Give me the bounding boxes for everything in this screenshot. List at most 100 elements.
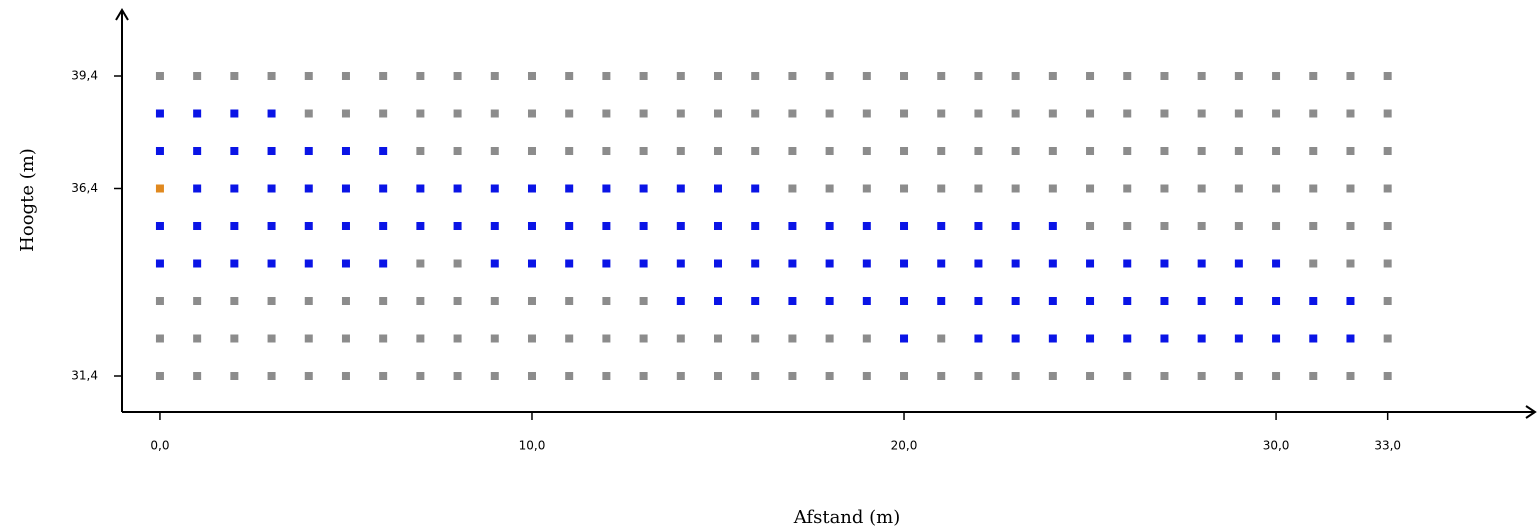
grid-point (937, 184, 946, 193)
grid-point (1383, 334, 1392, 343)
grid-point (527, 109, 536, 118)
grid-point (1197, 334, 1206, 343)
grid-point (379, 147, 388, 155)
grid-point (267, 222, 276, 230)
grid-point (974, 334, 983, 343)
grid-point (1234, 297, 1243, 305)
grid-point (453, 297, 462, 305)
grid-point (1048, 259, 1057, 268)
grid-point (862, 372, 871, 380)
grid-point (565, 72, 574, 80)
grid-point (230, 109, 239, 118)
grid-point (900, 297, 909, 305)
grid-point (974, 372, 983, 380)
grid-point (1234, 109, 1243, 118)
grid-point (1048, 147, 1057, 155)
grid-point (1234, 222, 1243, 230)
grid-point (490, 72, 499, 80)
grid-point (1346, 372, 1355, 380)
grid-point (639, 222, 648, 230)
grid-point (714, 334, 723, 343)
grid-point (751, 372, 760, 380)
x-axis (122, 405, 1537, 419)
grid-point (379, 184, 388, 193)
grid-point (341, 147, 350, 155)
grid-point (751, 334, 760, 343)
grid-point (937, 372, 946, 380)
grid-point (1346, 72, 1355, 80)
grid-point (155, 109, 164, 118)
grid-point (565, 372, 574, 380)
grid-point (602, 147, 611, 155)
grid-point (751, 109, 760, 118)
grid-point (230, 372, 239, 380)
grid-point (1011, 72, 1020, 80)
grid-point (1160, 334, 1169, 343)
grid-point (1309, 334, 1318, 343)
grid-point (1086, 109, 1095, 118)
grid-point (341, 72, 350, 80)
grid-point (1272, 297, 1281, 305)
grid-point (1234, 184, 1243, 193)
grid-point (1123, 222, 1132, 230)
grid-point (453, 109, 462, 118)
grid-point (230, 222, 239, 230)
grid-point (714, 259, 723, 268)
grid-point (416, 334, 425, 343)
grid-point (974, 147, 983, 155)
grid-point (714, 147, 723, 155)
grid-point (527, 147, 536, 155)
y-tick-label: 31,4 (71, 369, 98, 383)
grid-point (714, 184, 723, 193)
grid-point (490, 147, 499, 155)
grid-point (1011, 334, 1020, 343)
grid-point (1011, 222, 1020, 230)
grid-point (1011, 147, 1020, 155)
grid-point (416, 184, 425, 193)
x-tick-label: 20,0 (891, 439, 918, 453)
y-tick-label: 39,4 (71, 69, 98, 83)
grid-point (155, 297, 164, 305)
grid-point (751, 222, 760, 230)
grid-point (490, 259, 499, 268)
grid-point (788, 109, 797, 118)
x-axis-label: Afstand (m) (793, 507, 901, 528)
grid-point (1160, 109, 1169, 118)
grid-point (676, 147, 685, 155)
grid-point (1234, 334, 1243, 343)
grid-point (602, 334, 611, 343)
grid-point (1197, 72, 1206, 80)
grid-point (974, 259, 983, 268)
grid-point (862, 147, 871, 155)
grid-point (639, 334, 648, 343)
grid-point (1272, 334, 1281, 343)
grid-point (416, 147, 425, 155)
grid-point (527, 72, 536, 80)
grid-point (900, 222, 909, 230)
grid-point (453, 147, 462, 155)
grid-point (714, 222, 723, 230)
grid-point (862, 184, 871, 193)
grid-point (1048, 372, 1057, 380)
grid-point (1383, 372, 1392, 380)
grid-point (193, 184, 202, 193)
grid-point (714, 109, 723, 118)
grid-point (565, 109, 574, 118)
grid-point (1309, 372, 1318, 380)
grid-point (155, 259, 164, 268)
grid-point (416, 259, 425, 268)
grid-point (1234, 147, 1243, 155)
grid-point (416, 109, 425, 118)
grid-point (267, 109, 276, 118)
grid-point (304, 372, 313, 380)
grid-point (193, 109, 202, 118)
grid-point (379, 297, 388, 305)
grid-point (1383, 297, 1392, 305)
grid-point (1197, 222, 1206, 230)
grid-point (1123, 259, 1132, 268)
grid-point (1383, 72, 1392, 80)
grid-point (639, 372, 648, 380)
grid-point (825, 109, 834, 118)
grid-point (304, 72, 313, 80)
